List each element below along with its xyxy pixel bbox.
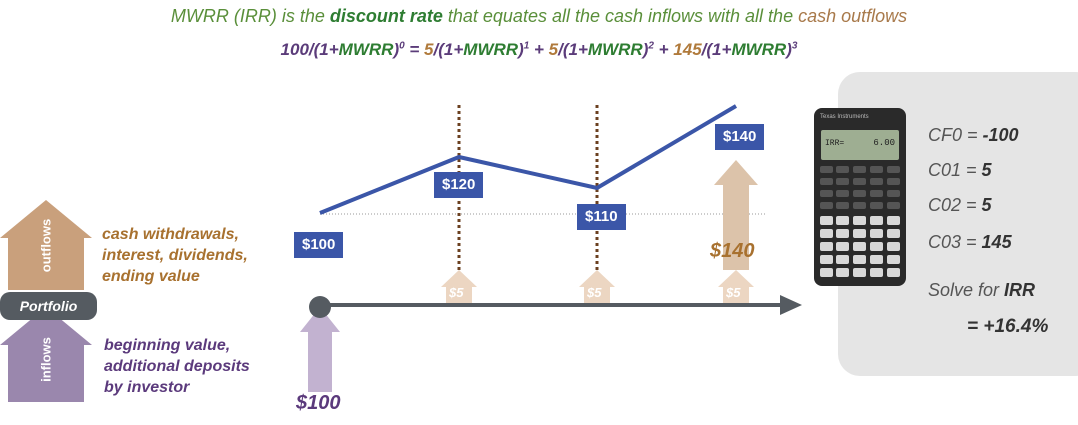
calculator-display-label: IRR=	[825, 139, 845, 148]
outflows-arrow-label: outflows	[38, 218, 54, 273]
title-cash-outflows: cash outflows	[798, 6, 908, 26]
calculator-display-value: 6.00	[873, 138, 895, 148]
formula-text: )	[642, 40, 649, 59]
outflow-line: ending value	[102, 268, 200, 285]
cashflow-c02: C02 = 5	[928, 195, 992, 216]
inflows-arrow	[0, 307, 92, 402]
cashflow-c03: C03 = 145	[928, 232, 1012, 253]
formula-exponent: 0	[399, 40, 405, 52]
formula-exponent: 1	[523, 40, 530, 52]
solve-label: Solve for	[928, 280, 1005, 300]
price-label-period-3: $140	[715, 124, 765, 150]
cashflow-label: CF0 =	[928, 125, 983, 145]
calculator-keypad	[820, 166, 900, 277]
formula-cashflow: 5	[548, 40, 559, 59]
outflow-line: cash withdrawals,	[102, 226, 239, 243]
outflow-description: cash withdrawals, interest, dividends, e…	[102, 224, 248, 287]
formula-mwrr: MWRR	[731, 40, 787, 59]
ending-value-arrow	[714, 160, 758, 270]
formula-text: )	[518, 40, 524, 59]
solve-target: IRR	[1004, 280, 1036, 300]
dividend-label-3: $5	[726, 285, 741, 300]
irr-result: = +16.4%	[967, 316, 1048, 338]
formula-cashflow: 145	[673, 40, 702, 59]
inflow-line: by investor	[104, 379, 190, 396]
formula-exponent: 2	[648, 40, 654, 52]
formula-text: )	[786, 40, 792, 59]
dividend-label-1: $5	[449, 285, 464, 300]
formula-text: 100/(1+	[280, 40, 339, 59]
dividend-arrow-2	[579, 270, 615, 305]
calculator-display: IRR= 6.00	[821, 130, 899, 160]
irr-formula: 100/(1+MWRR)0 = 5/(1+MWRR)1 + 5/(1+MWRR)…	[0, 40, 1078, 60]
timeline-arrowhead	[780, 295, 802, 315]
formula-text: /(1+	[701, 40, 732, 59]
calculator-icon: Texas Instruments IRR= 6.00	[814, 108, 906, 286]
title-part-1: MWRR (IRR) is the	[170, 6, 330, 26]
dividend-arrow-3	[718, 270, 754, 305]
cashflow-c01: C01 = 5	[928, 160, 992, 181]
dividend-label-2: $5	[587, 285, 602, 300]
formula-mwrr: MWRR	[463, 40, 519, 59]
cashflow-cf0: CF0 = -100	[928, 125, 1019, 146]
calculator-brand: Texas Instruments	[820, 114, 869, 120]
cashflow-label: C02 =	[928, 195, 982, 215]
ending-value-label: $140	[710, 240, 755, 262]
formula-mwrr: MWRR	[587, 40, 643, 59]
outflows-arrow	[0, 200, 92, 290]
cashflow-value: -100	[982, 125, 1019, 145]
formula-cashflow: 5	[424, 40, 434, 59]
solve-for-irr: Solve for IRR	[928, 280, 1035, 301]
inflows-arrow-label: inflows	[38, 337, 54, 382]
formula-text: /(1+	[433, 40, 464, 59]
cashflow-value: 145	[981, 232, 1012, 252]
beginning-value-label: $100	[296, 392, 341, 414]
title-discount-rate: discount rate	[329, 6, 443, 26]
inflow-description: beginning value, additional deposits by …	[104, 335, 250, 398]
price-line	[319, 104, 738, 215]
irr-result-value: = +16.4%	[967, 316, 1049, 337]
formula-text: /(1+	[558, 40, 588, 59]
timeline-start-dot	[309, 296, 331, 318]
inflow-line: additional deposits	[104, 358, 250, 375]
outflow-line: interest, dividends,	[102, 247, 248, 264]
formula-text: +	[653, 40, 674, 59]
price-label-period-2: $110	[577, 204, 626, 230]
cashflow-label: C01 =	[928, 160, 982, 180]
beginning-value-arrow	[300, 307, 340, 392]
cashflow-value: 5	[981, 195, 992, 215]
formula-exponent: 3	[791, 40, 798, 52]
price-label-period-1: $120	[434, 172, 484, 198]
inflow-line: beginning value,	[104, 337, 231, 354]
formula-mwrr: MWRR	[338, 40, 394, 59]
cashflow-label: C03 =	[928, 232, 982, 252]
title: MWRR (IRR) is the discount rate that equ…	[0, 6, 1078, 27]
cashflow-value: 5	[981, 160, 992, 180]
formula-text: =	[404, 40, 425, 59]
formula-text: )	[393, 40, 400, 59]
formula-text: +	[529, 40, 549, 59]
title-part-3: that equates all the cash inflows with a…	[442, 6, 799, 26]
price-label-start: $100	[294, 232, 344, 258]
portfolio-badge: Portfolio	[0, 292, 97, 320]
dividend-arrow-1	[441, 270, 477, 305]
